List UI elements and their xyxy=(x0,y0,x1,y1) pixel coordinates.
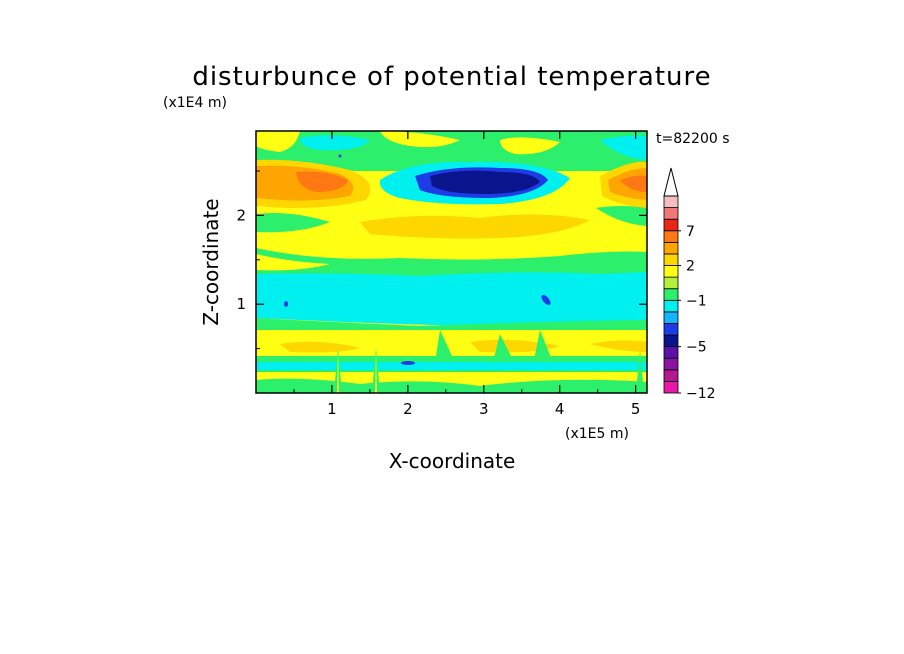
cyan-layer-green-edge xyxy=(256,318,647,332)
colorbar-segment xyxy=(663,253,679,266)
colorbar-segment xyxy=(663,311,679,324)
top-cyan-region-2 xyxy=(600,135,647,160)
x-tick-labels: 1 2 3 4 5 xyxy=(327,400,640,418)
y-axis-label: Z-coordinate xyxy=(199,198,223,325)
chart-title: disturbunce of potential temperature xyxy=(192,62,711,92)
colorbar-segment xyxy=(663,381,679,394)
x-tick-label: 5 xyxy=(631,400,641,418)
cyan-layer xyxy=(256,272,647,326)
lower-green-plume-1 xyxy=(436,330,452,356)
colorbar-segment xyxy=(663,265,679,278)
plot-area xyxy=(255,130,648,394)
colorbar-segment xyxy=(663,369,679,382)
colorbar-segment xyxy=(663,334,679,348)
colorbar-segment xyxy=(663,241,679,255)
colorbar-extend-arrow xyxy=(663,167,679,197)
top-cyan-region-1 xyxy=(300,135,370,151)
colorbar-segment xyxy=(663,230,679,243)
surface-cyan-band xyxy=(256,362,647,370)
warm-anomaly-left-peak xyxy=(296,171,348,192)
x-tick-label: 4 xyxy=(555,400,565,418)
colorbar-segment xyxy=(663,299,679,313)
cold-anomaly-core xyxy=(430,170,540,194)
lower-green-plume-2 xyxy=(494,334,512,358)
lower-gold-streak-3 xyxy=(590,340,647,352)
colorbar-segment xyxy=(663,195,679,208)
y-tick-labels: 12 xyxy=(236,206,246,313)
surface-green-patches xyxy=(256,378,647,393)
colorbar: −12−5−127 xyxy=(663,167,716,402)
colorbar-segment xyxy=(663,357,679,371)
mid-green-right xyxy=(596,206,647,226)
cold-spot-1 xyxy=(401,361,415,365)
y-tick-label: 1 xyxy=(236,295,246,313)
mid-green-left xyxy=(256,213,330,233)
colorbar-segment xyxy=(663,218,679,232)
x-unit-label: (x1E5 m) xyxy=(565,426,629,442)
plot-frame xyxy=(255,130,648,394)
top-yellow-region-3 xyxy=(500,137,560,155)
cold-spot-4 xyxy=(338,154,342,158)
wave-spike-2-core xyxy=(375,352,377,393)
time-label: t=82200 s xyxy=(656,131,730,147)
mid-gold-region xyxy=(360,214,590,239)
colorbar-segment xyxy=(663,323,679,336)
colorbar-label: −5 xyxy=(686,340,707,356)
colorbar-label: −12 xyxy=(686,386,716,402)
axis-ticks xyxy=(256,131,647,393)
x-tick-label: 3 xyxy=(479,400,489,418)
lower-mid-yellow-region xyxy=(256,254,330,271)
x-tick-label: 2 xyxy=(403,400,413,418)
y-tick-label: 2 xyxy=(236,206,246,224)
lower-gold-streak-1 xyxy=(280,341,360,353)
top-yellow-region-1 xyxy=(256,131,300,152)
warm-anomaly-right-peak xyxy=(620,175,647,192)
x-axis-label: X-coordinate xyxy=(389,449,516,473)
wave-spike-3 xyxy=(636,350,644,393)
colorbar-segment xyxy=(663,288,679,301)
colorbar-segment xyxy=(663,207,679,220)
colorbar-label: 2 xyxy=(686,259,695,275)
colorbar-label: 7 xyxy=(686,224,695,240)
colorbar-segment xyxy=(663,346,679,359)
lower-green-plume-3 xyxy=(534,330,552,360)
colorbar-label: −1 xyxy=(686,293,707,309)
top-yellow-region-2 xyxy=(380,131,460,148)
colorbar-segment xyxy=(663,276,679,290)
cold-spot-2 xyxy=(541,295,551,305)
x-tick-label: 1 xyxy=(327,400,337,418)
wave-spike-1-core xyxy=(337,352,339,393)
y-unit-label: (x1E4 m) xyxy=(163,95,227,111)
cold-spot-3 xyxy=(284,301,288,307)
